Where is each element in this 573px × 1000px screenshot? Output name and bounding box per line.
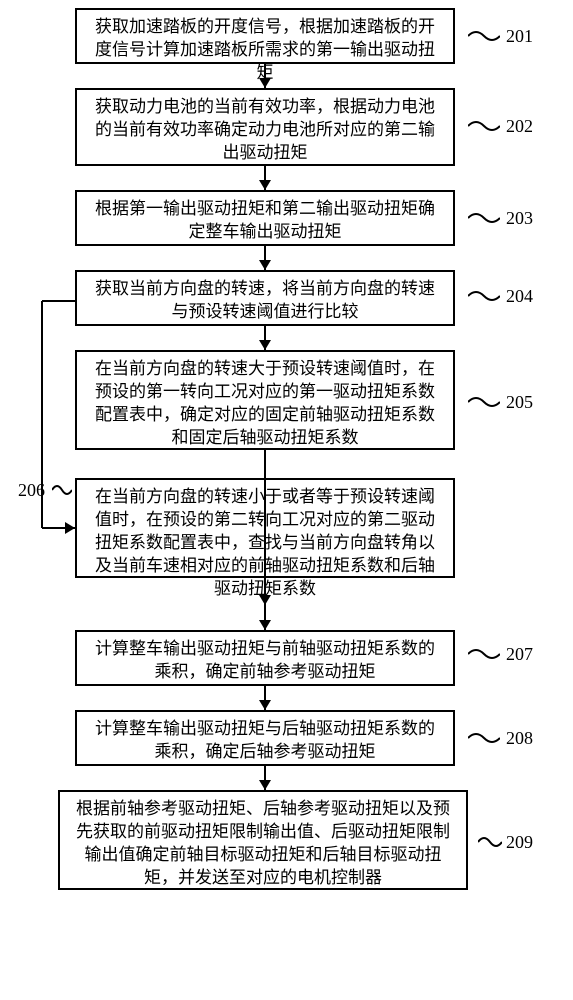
edge-line xyxy=(42,300,75,302)
arrow-down-icon xyxy=(259,620,271,630)
arrow-down-icon xyxy=(259,180,271,190)
flow-node-n208: 计算整车输出驱动扭矩与后轴驱动扭矩系数的乘积，确定后轴参考驱动扭矩 xyxy=(75,710,455,766)
arrow-down-icon xyxy=(259,340,271,350)
step-label: 203 xyxy=(506,208,533,229)
arrow-down-icon xyxy=(259,260,271,270)
squiggle-icon xyxy=(468,288,500,304)
step-label: 206 xyxy=(18,480,45,501)
squiggle-icon xyxy=(468,210,500,226)
squiggle-icon xyxy=(478,834,502,850)
arrow-down-icon xyxy=(259,78,271,88)
flow-node-n203: 根据第一输出驱动扭矩和第二输出驱动扭矩确定整车输出驱动扭矩 xyxy=(75,190,455,246)
squiggle-icon xyxy=(52,482,72,498)
flow-node-n204: 获取当前方向盘的转速，将当前方向盘的转速与预设转速阈值进行比较 xyxy=(75,270,455,326)
flow-node-n202: 获取动力电池的当前有效功率，根据动力电池的当前有效功率确定动力电池所对应的第二输… xyxy=(75,88,455,166)
step-label: 205 xyxy=(506,392,533,413)
squiggle-icon xyxy=(468,646,500,662)
arrow-down-icon xyxy=(259,700,271,710)
squiggle-icon xyxy=(468,28,500,44)
flow-node-n201: 获取加速踏板的开度信号，根据加速踏板的开度信号计算加速踏板所需求的第一输出驱动扭… xyxy=(75,8,455,64)
step-label: 208 xyxy=(506,728,533,749)
flow-node-n209: 根据前轴参考驱动扭矩、后轴参考驱动扭矩以及预先获取的前驱动扭矩限制输出值、后驱动… xyxy=(58,790,468,890)
step-label: 209 xyxy=(506,832,533,853)
flowchart-canvas: 获取加速踏板的开度信号，根据加速踏板的开度信号计算加速踏板所需求的第一输出驱动扭… xyxy=(0,0,573,1000)
step-label: 202 xyxy=(506,116,533,137)
step-label: 207 xyxy=(506,644,533,665)
edge-line xyxy=(264,578,266,605)
squiggle-icon xyxy=(468,394,500,410)
squiggle-icon xyxy=(468,730,500,746)
flow-node-n207: 计算整车输出驱动扭矩与前轴驱动扭矩系数的乘积，确定前轴参考驱动扭矩 xyxy=(75,630,455,686)
step-label: 201 xyxy=(506,26,533,47)
flow-node-n205: 在当前方向盘的转速大于预设转速阈值时，在预设的第一转向工况对应的第一驱动扭矩系数… xyxy=(75,350,455,450)
squiggle-icon xyxy=(468,118,500,134)
arrow-down-icon xyxy=(259,780,271,790)
step-label: 204 xyxy=(506,286,533,307)
arrow-right-icon xyxy=(65,522,75,534)
